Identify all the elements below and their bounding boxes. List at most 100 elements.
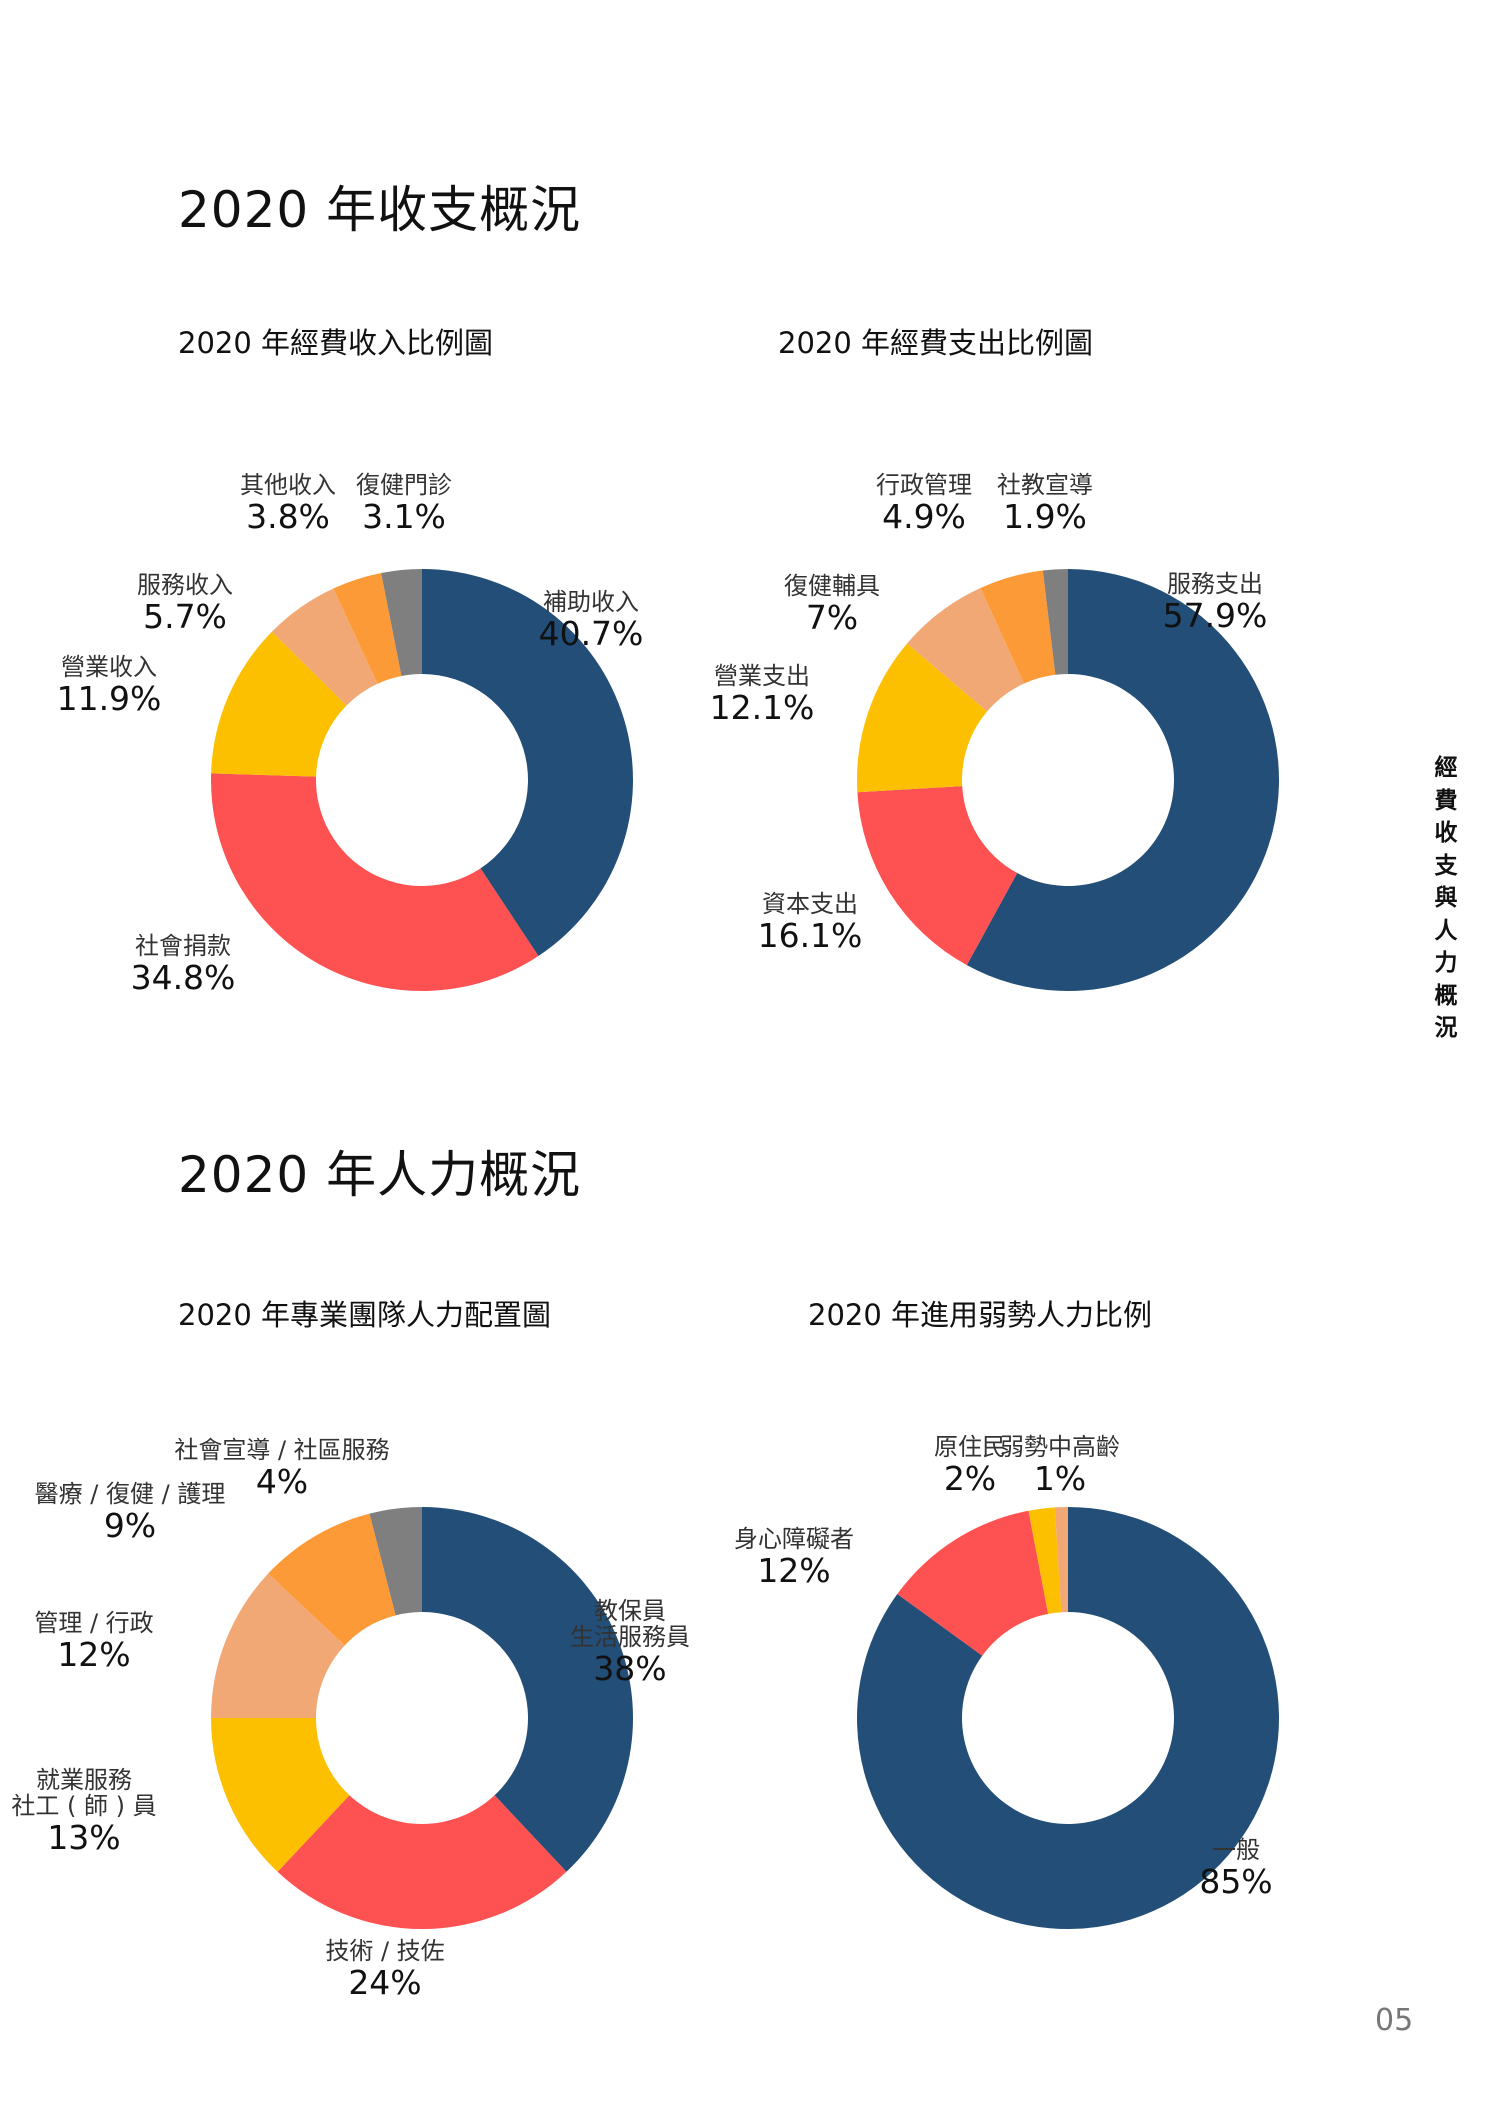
slice-label-name: 弱勢中高齡: [1000, 1433, 1120, 1461]
slice-label: 身心障礙者 12%: [734, 1526, 854, 1590]
slice-label-name: 復健輔具: [784, 572, 880, 600]
slice-label: 弱勢中高齡 1%: [1000, 1433, 1120, 1498]
donut-slice: [1054, 1507, 1068, 1613]
slice-label-name: 服務收入: [137, 571, 233, 599]
slice-label-name: 營業收入: [61, 653, 157, 681]
slice-label: 營業收入 11.9%: [56, 653, 162, 718]
slice-label: 社會宣導 / 社區服務 4%: [174, 1436, 390, 1501]
donut-slice: [271, 588, 378, 706]
slice-label-value: 85%: [1199, 1861, 1273, 1901]
chart-title-team: 2020 年專業團隊人力配置圖: [178, 1298, 552, 1332]
slice-label-name: 營業支出: [714, 662, 810, 690]
slice-label-value: 1.9%: [1003, 496, 1087, 536]
page-number: 05: [1375, 2003, 1414, 2038]
slice-label: 其他收入 3.8%: [240, 471, 336, 536]
donut-slice: [268, 1513, 396, 1646]
slice-label-name: 生活服務員: [570, 1622, 690, 1651]
donut-slice: [857, 786, 1018, 966]
slice-label-name: 補助收入: [543, 588, 639, 616]
slice-label-value: 12%: [757, 1550, 831, 1590]
slice-label-value: 11.9%: [56, 678, 162, 718]
side-title-char: 經: [1434, 755, 1458, 781]
slice-label-name: 技術 / 技佐: [325, 1937, 445, 1965]
side-title-char: 人: [1434, 917, 1458, 944]
slice-label-name: 復健門診: [356, 471, 452, 499]
donut-slice: [907, 588, 1025, 712]
side-title-char: 收: [1434, 820, 1458, 846]
slice-label-name: 教保員: [594, 1597, 666, 1625]
slice-label: 社會捐款 34.8%: [130, 932, 236, 997]
slice-label: 服務收入 5.7%: [137, 571, 233, 636]
slice-label: 行政管理 4.9%: [876, 471, 972, 536]
donut-slice: [422, 568, 634, 956]
slice-label-value: 12%: [57, 1634, 131, 1674]
slice-label-name: 管理 / 行政: [34, 1609, 154, 1637]
slice-label-value: 4.9%: [882, 496, 966, 536]
donut-slice: [369, 1507, 422, 1616]
donut-slice: [333, 572, 402, 684]
slice-label-value: 38%: [593, 1648, 667, 1688]
side-title-char: 與: [1434, 885, 1458, 911]
slice-label: 服務支出 57.9%: [1162, 570, 1268, 635]
side-title-char: 支: [1434, 852, 1458, 879]
side-title-char: 費: [1434, 787, 1458, 814]
slice-label-name: 就業服務: [36, 1766, 132, 1794]
slice-label-name: 其他收入: [240, 471, 336, 499]
chart-title-income: 2020 年經費收入比例圖: [178, 326, 494, 360]
chart-title-expense: 2020 年經費支出比例圖: [778, 326, 1094, 360]
slice-label-value: 12.1%: [709, 687, 815, 727]
slice-label: 復健門診 3.1%: [356, 471, 452, 536]
slice-label-name: 資本支出: [762, 890, 858, 918]
slice-label-value: 16.1%: [757, 915, 863, 955]
donut-slice: [1042, 569, 1068, 675]
donut-slice: [211, 1573, 345, 1718]
slice-label: 一般 85%: [1199, 1836, 1273, 1901]
slice-label-name: 社會捐款: [135, 932, 231, 960]
donut-slice: [857, 1507, 1279, 1930]
slice-label: 資本支出 16.1%: [757, 890, 863, 955]
donut-slice: [857, 643, 988, 793]
slice-label-value: 34.8%: [130, 957, 236, 997]
donut-slice: [966, 569, 1279, 991]
slice-label-name: 行政管理: [876, 471, 972, 499]
donut-slice: [422, 1507, 633, 1872]
chart-title-disadvantaged: 2020 年進用弱勢人力比例: [808, 1298, 1153, 1332]
slice-label-value: 3.8%: [246, 496, 330, 536]
slice-label-value: 40.7%: [538, 613, 644, 653]
slice-label-name: 醫療 / 復健 / 護理: [34, 1480, 226, 1508]
slice-label-value: 2%: [943, 1458, 997, 1498]
slice-label: 醫療 / 復健 / 護理 9%: [34, 1480, 226, 1545]
slice-label-value: 7%: [805, 597, 859, 637]
side-title-char: 力: [1434, 950, 1458, 976]
slice-label: 教保員 生活服務員 38%: [570, 1597, 690, 1688]
slice-label-value: 5.7%: [143, 596, 227, 636]
slice-label-value: 57.9%: [1162, 595, 1268, 635]
donut-slice: [211, 631, 347, 777]
slice-label: 技術 / 技佐 24%: [325, 1937, 445, 2002]
slice-label-name: 服務支出: [1167, 570, 1263, 598]
donut-slice: [211, 1718, 350, 1872]
slice-label: 營業支出 12.1%: [709, 662, 815, 727]
slice-label-value: 3.1%: [362, 496, 446, 536]
slice-label: 就業服務 社工 ( 師 ) 員 13%: [11, 1766, 156, 1857]
donut-slice: [277, 1795, 567, 1929]
donut-slice: [980, 570, 1056, 684]
slice-label: 原住民 2%: [934, 1433, 1006, 1498]
slice-label: 補助收入 40.7%: [538, 588, 644, 653]
slice-label-value: 4%: [255, 1461, 309, 1501]
slice-label-name: 原住民: [934, 1433, 1006, 1461]
slice-label-value: 13%: [47, 1817, 121, 1857]
slice-label-name: 社會宣導 / 社區服務: [174, 1436, 390, 1464]
slice-label-value: 24%: [348, 1962, 422, 2002]
slice-label-value: 1%: [1033, 1458, 1087, 1498]
slice-label-name: 一般: [1211, 1836, 1260, 1864]
section-title-manpower: 2020 年人力概況: [178, 1146, 582, 1204]
slice-label-value: 9%: [103, 1505, 157, 1545]
donut-slice: [897, 1510, 1049, 1656]
